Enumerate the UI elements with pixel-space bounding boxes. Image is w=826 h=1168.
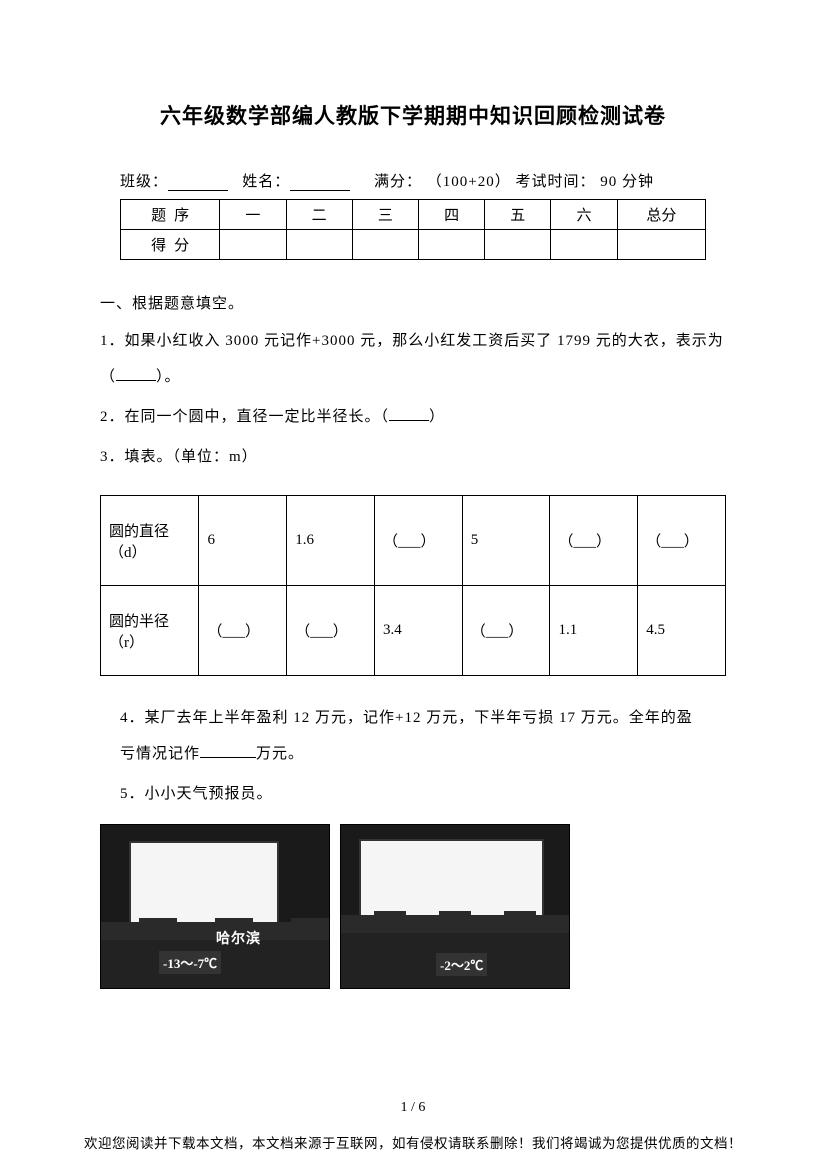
score-cell: 题序 <box>121 200 220 230</box>
table-row: 圆的直径（d） 6 1.6 （___） 5 （___） （___） <box>101 496 726 586</box>
row-label: 圆的直径（d） <box>101 496 199 586</box>
time-value: 90 分钟 <box>600 174 654 190</box>
q4-suffix: 万元。 <box>256 746 304 762</box>
score-cell: 一 <box>220 200 286 230</box>
score-table-score-row: 得分 <box>121 230 706 260</box>
q1-suffix: ）。 <box>156 369 181 385</box>
cell-blank[interactable]: （___） <box>374 496 462 586</box>
page-title: 六年级数学部编人教版下学期期中知识回顾检测试卷 <box>100 100 726 130</box>
score-table: 题序 一 二 三 四 五 六 总分 得分 <box>120 199 706 260</box>
score-input-cell[interactable] <box>485 230 551 260</box>
question-2: 2．在同一个圆中，直径一定比半径长。（ ） <box>100 399 726 435</box>
weather-images-row: 哈尔滨 -13～-7℃ -2～2℃ <box>100 824 726 989</box>
class-blank[interactable] <box>168 175 228 191</box>
temp-1-label: -13～-7℃ <box>159 951 221 974</box>
cell: 1.6 <box>287 496 375 586</box>
q4-text: 4．某厂去年上半年盈利 12 万元，记作+12 万元，下半年亏损 17 万元。全… <box>120 710 693 762</box>
page-number: 1 / 6 <box>0 1100 826 1116</box>
exam-meta-row: 班级： 姓名： 满分： （100+20） 考试时间： 90 分钟 <box>120 170 706 191</box>
cell: 3.4 <box>374 586 462 676</box>
name-blank[interactable] <box>290 175 350 191</box>
score-input-cell[interactable] <box>352 230 418 260</box>
question-5: 5．小小天气预报员。 <box>120 776 726 812</box>
score-cell: 总分 <box>617 200 705 230</box>
score-cell: 三 <box>352 200 418 230</box>
score-cell: 五 <box>485 200 551 230</box>
class-label: 班级： <box>120 174 168 190</box>
table-row: 圆的半径（r） （___） （___） 3.4 （___） 1.1 4.5 <box>101 586 726 676</box>
cell-blank[interactable]: （___） <box>638 496 726 586</box>
fullscore-label: 满分： <box>374 174 422 190</box>
cell: 1.1 <box>550 586 638 676</box>
cell: 6 <box>199 496 287 586</box>
q2-text: 2．在同一个圆中，直径一定比半径长。（ <box>100 409 389 425</box>
weather-tv-2: -2～2℃ <box>340 824 570 989</box>
q1-blank[interactable] <box>116 380 156 381</box>
score-row-label: 得分 <box>121 230 220 260</box>
score-input-cell[interactable] <box>551 230 617 260</box>
q2-blank[interactable] <box>389 420 429 421</box>
name-label: 姓名： <box>242 174 290 190</box>
score-input-cell[interactable] <box>418 230 484 260</box>
fullscore-value: （100+20） <box>427 174 511 190</box>
cell: 4.5 <box>638 586 726 676</box>
cell: 5 <box>462 496 550 586</box>
q4-blank[interactable] <box>200 757 256 758</box>
score-cell: 四 <box>418 200 484 230</box>
cell-blank[interactable]: （___） <box>462 586 550 676</box>
circle-table: 圆的直径（d） 6 1.6 （___） 5 （___） （___） 圆的半径（r… <box>100 495 726 676</box>
score-cell: 六 <box>551 200 617 230</box>
time-label: 考试时间： <box>516 174 596 190</box>
cell-blank[interactable]: （___） <box>550 496 638 586</box>
score-cell: 二 <box>286 200 352 230</box>
cell-blank[interactable]: （___） <box>199 586 287 676</box>
row-label: 圆的半径（r） <box>101 586 199 676</box>
question-1: 1．如果小红收入 3000 元记作+3000 元，那么小红发工资后买了 1799… <box>100 323 726 395</box>
question-4: 4．某厂去年上半年盈利 12 万元，记作+12 万元，下半年亏损 17 万元。全… <box>120 700 706 772</box>
question-3: 3．填表。（单位：m） <box>100 439 726 475</box>
score-input-cell[interactable] <box>286 230 352 260</box>
score-input-cell[interactable] <box>220 230 286 260</box>
q2-suffix: ） <box>429 409 445 425</box>
footer-text: 欢迎您阅读并下载本文档，本文档来源于互联网，如有侵权请联系删除！我们将竭诚为您提… <box>0 1132 826 1152</box>
cell-blank[interactable]: （___） <box>287 586 375 676</box>
score-input-cell[interactable] <box>617 230 705 260</box>
temp-2-label: -2～2℃ <box>436 953 487 976</box>
section-1-heading: 一、根据题意填空。 <box>100 292 726 313</box>
q1-text: 1．如果小红收入 3000 元记作+3000 元，那么小红发工资后买了 1799… <box>100 333 724 385</box>
city-1-label: 哈尔滨 <box>216 928 261 948</box>
weather-tv-1: 哈尔滨 -13～-7℃ <box>100 824 330 989</box>
score-table-header-row: 题序 一 二 三 四 五 六 总分 <box>121 200 706 230</box>
